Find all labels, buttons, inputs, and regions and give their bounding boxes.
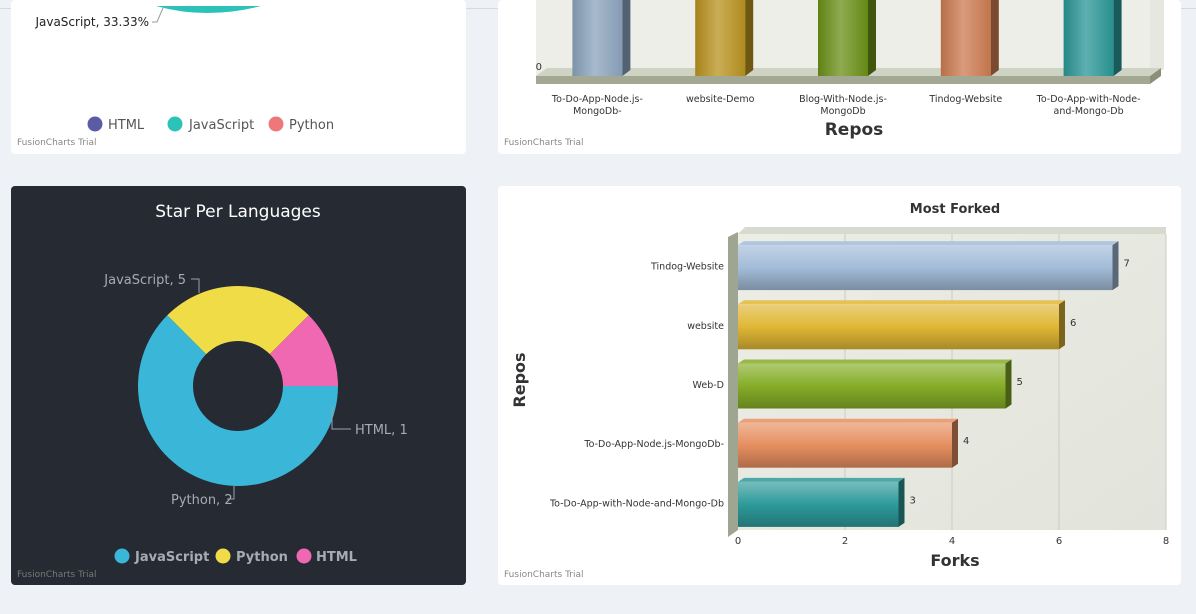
column-bar[interactable] [940,0,991,76]
bar-top [738,418,958,423]
column-bar[interactable] [572,0,623,76]
column-bar[interactable] [695,0,746,76]
legend-marker-javascript[interactable] [167,116,183,132]
column-bar-side [868,0,876,76]
x-axis-title: Repos [825,120,884,140]
label-leader-javascript [191,278,200,293]
bar-side [898,477,905,527]
chart-title: Star Per Languages [155,202,321,222]
category-label: MongoDb [820,106,865,117]
star-languages-doughnut: Star Per Languages JavaScript, 5 HTML, 1… [103,202,408,565]
category-label: website-Demo [686,94,755,105]
fusioncharts-trial-label: FusionCharts Trial [504,138,584,148]
data-label: 6 [1070,318,1076,329]
languages-pie-card: JavaScript, 33.33% HTML JavaScript Pytho… [11,0,466,154]
chart-title: Most Forked [910,202,1000,217]
category-label: and-Mongo-Db [1054,106,1124,117]
pie-label-javascript: JavaScript, 33.33% [34,15,149,29]
slice-label-javascript: JavaScript, 5 [103,273,186,288]
legend-item-python[interactable]: Python [289,118,334,133]
legend-item-python[interactable]: Python [236,550,288,565]
bar-top [738,300,1065,305]
label-leader-html [331,406,351,430]
pie-label-leader [152,7,164,23]
most-forked-chart: Most Forked 7 6 5 4 3 Tindog-Website website W… [510,202,1169,570]
legend-marker-python[interactable] [215,548,231,564]
category-label: Tindog-Website [650,262,724,273]
column-bar-side [990,0,999,76]
legend-item-javascript[interactable]: JavaScript [134,550,209,565]
category-label: To-Do-App-with-Node-and-Mongo-Db [549,498,724,509]
y-axis-title: Repos [510,352,529,407]
x-tick-label: 2 [842,536,848,547]
data-label: 5 [1017,377,1023,388]
column-bar-side [622,0,631,76]
x-axis-title: Forks [930,551,979,570]
star-languages-card: Star Per Languages JavaScript, 5 HTML, 1… [11,186,466,585]
fusioncharts-trial-label: FusionCharts Trial [504,570,584,580]
x-tick-label: 8 [1163,536,1169,547]
x-tick-label: 4 [949,536,955,547]
legend-item-html[interactable]: HTML [108,118,145,133]
column-bar-side [745,0,754,76]
bar-top [738,241,1119,246]
x-tick-label: 6 [1056,536,1062,547]
category-label: To-Do-App-with-Node- [1036,94,1141,105]
legend-marker-python[interactable] [268,116,284,132]
doughnut-slice-python[interactable] [167,286,309,355]
x-tick-label: 0 [735,536,741,547]
category-label: Blog-With-Node.js- [799,94,887,105]
category-label: To-Do-App-Node.js- [551,94,643,105]
repos-column-chart: 0 To-Do-App-Node.js-MongoDb-website-Demo… [536,0,1164,140]
doughnut-slice-html[interactable] [269,315,338,386]
bar-side [1059,300,1065,350]
fork-bar[interactable] [738,304,1059,350]
label-leader-python [227,486,235,500]
bar-side [1112,241,1119,291]
column-bar-side [1113,0,1122,76]
legend-item-javascript[interactable]: JavaScript [188,118,254,133]
most-forked-card: Most Forked 7 6 5 4 3 Tindog-Website website W… [498,186,1181,585]
chart-floor-front [536,76,1150,84]
category-label: MongoDb- [573,106,622,117]
legend-marker-html[interactable] [87,116,103,132]
chart-top-wall [738,227,1166,234]
fork-bar[interactable] [738,422,952,468]
column-bar[interactable] [818,0,868,76]
category-label: To-Do-App-Node.js-MongoDb- [583,439,724,450]
bar-top [738,477,905,482]
languages-pie-chart: JavaScript, 33.33% HTML JavaScript Pytho… [34,6,334,133]
data-label: 3 [910,495,916,506]
pie-slice-javascript[interactable] [156,6,261,13]
fusioncharts-trial-label: FusionCharts Trial [17,570,97,580]
bar-side [952,418,958,468]
bar-top [738,359,1012,364]
fusioncharts-trial-label: FusionCharts Trial [17,138,97,148]
column-bar[interactable] [1063,0,1114,76]
legend-item-html[interactable]: HTML [316,550,357,565]
legend-marker-html[interactable] [296,548,312,564]
fork-bar[interactable] [738,481,899,527]
doughnut-slice-javascript[interactable] [137,315,338,486]
y-tick-label: 0 [536,62,542,73]
fork-bar[interactable] [738,245,1113,291]
data-label: 4 [963,436,969,447]
chart-floor-side [1150,68,1161,84]
category-label: Web-D [693,380,724,391]
slice-label-python: Python, 2 [171,493,233,508]
legend-marker-javascript[interactable] [114,548,130,564]
slice-label-html: HTML, 1 [355,423,408,438]
category-label: website [687,321,724,332]
fork-bar[interactable] [738,363,1006,409]
bar-side [1005,359,1012,409]
category-label: Tindog-Website [928,94,1002,105]
data-label: 7 [1124,259,1130,270]
chart-left-wall [728,232,738,537]
repos-column-card: 0 To-Do-App-Node.js- MongoDb-website-Demo… [498,0,1181,154]
